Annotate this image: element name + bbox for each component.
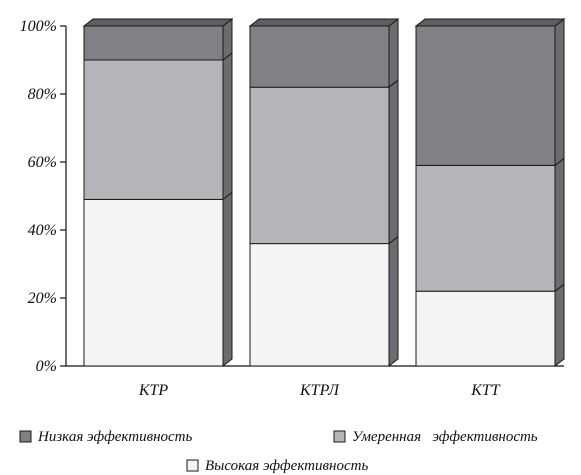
bars — [82, 17, 566, 368]
y-tick-label: 60% — [28, 154, 57, 171]
legend: Низкая эффективность Умеренная эффективно… — [19, 429, 538, 474]
bar-segment-side — [554, 157, 565, 293]
bar-segment-moderate — [415, 164, 556, 292]
bar-group — [82, 17, 234, 368]
bar-segment-side — [222, 51, 233, 201]
bar-segment-high — [83, 198, 224, 367]
category-label: КТР — [138, 382, 169, 399]
bar-segment-high — [249, 243, 390, 367]
bar-segment-low — [83, 25, 224, 61]
bar-segment-moderate — [249, 86, 390, 245]
bar-group — [248, 17, 400, 368]
bar-group — [414, 17, 566, 368]
legend-swatch-moderate — [333, 430, 346, 443]
bar-top-face — [248, 18, 400, 27]
category-label: КТРЛ — [299, 382, 340, 399]
bar-segment-side — [388, 235, 399, 368]
bar-top-face — [82, 18, 234, 27]
bar-segment-high — [415, 290, 556, 367]
legend-swatch-high — [186, 459, 199, 472]
legend-label-moderate: Умеренная эффективность — [352, 429, 538, 445]
bar-segment-side — [554, 17, 565, 167]
category-labels: КТР КТРЛ КТТ — [138, 382, 501, 399]
bar-segment-side — [388, 17, 399, 89]
y-tick-label: 0% — [36, 358, 57, 375]
bar-segment-side — [554, 283, 565, 368]
y-tick-label: 100% — [20, 18, 57, 35]
legend-swatch-low — [19, 430, 32, 443]
bar-segment-low — [415, 25, 556, 166]
bar-segment-moderate — [83, 59, 224, 200]
y-tick-label: 80% — [28, 86, 57, 103]
bar-top-face — [414, 18, 566, 27]
bar-segment-side — [388, 79, 399, 245]
bar-segment-low — [249, 25, 390, 88]
category-label: КТТ — [470, 382, 501, 399]
bar-segment-side — [222, 191, 233, 368]
y-tick-label: 20% — [28, 290, 57, 307]
legend-label-high: Высокая эффективность — [205, 458, 368, 474]
legend-label-low: Низкая эффективность — [37, 429, 193, 445]
y-tick-label: 40% — [28, 222, 57, 239]
